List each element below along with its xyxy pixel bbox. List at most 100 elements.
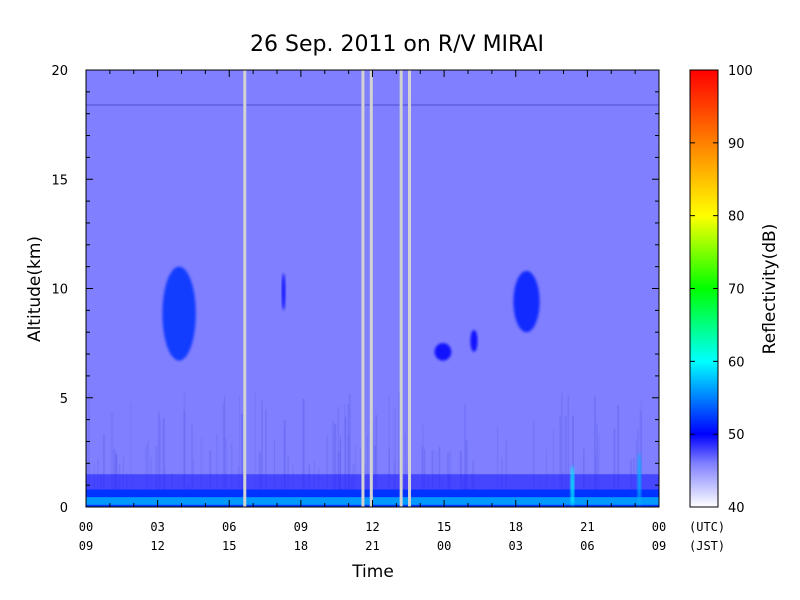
texture-streak — [183, 392, 186, 490]
x-axis: 00 09 03 12 06 15 09 18 12 21 15 00 18 03 21 06 00 09 — [79, 70, 666, 553]
colorbar-tick-label: 70 — [728, 283, 745, 298]
x-tick-label-jst: 21 — [365, 539, 379, 553]
texture-streak — [421, 446, 423, 490]
echo-feature — [281, 273, 286, 311]
x-tick-label-utc: 00 — [652, 520, 666, 534]
texture-streak — [552, 429, 555, 490]
texture-streak — [422, 424, 424, 490]
texture-streak — [388, 396, 390, 490]
x-tick-label-utc: 06 — [222, 520, 236, 534]
texture-streak — [339, 439, 342, 490]
data-gap — [408, 70, 412, 507]
texture-streak — [438, 447, 441, 490]
x-tick-label-utc: 03 — [150, 520, 164, 534]
colorbar-tick-label: 90 — [728, 137, 745, 152]
texture-streak — [423, 449, 426, 490]
x-unit-jst: (JST) — [689, 539, 725, 553]
texture-streak — [354, 446, 357, 490]
plot-area — [86, 70, 659, 507]
texture-streak — [261, 400, 263, 490]
x-axis-label: Time — [351, 562, 394, 582]
texture-streak — [564, 416, 567, 490]
texture-streak — [130, 402, 132, 490]
data-gap — [243, 70, 247, 507]
texture-streak — [464, 404, 466, 490]
texture-streak — [375, 414, 378, 490]
texture-streak — [435, 451, 437, 490]
texture-streak — [162, 418, 165, 490]
echo-feature — [570, 465, 575, 507]
echo-feature — [513, 271, 540, 333]
texture-streak — [240, 414, 244, 490]
texture-streak — [231, 442, 233, 490]
texture-streak — [393, 407, 397, 490]
texture-streak — [347, 435, 350, 490]
texture-streak — [572, 415, 574, 490]
texture-streak — [545, 449, 548, 490]
x-tick-label-jst: 15 — [222, 539, 236, 553]
x-tick-label-jst: 06 — [580, 539, 594, 553]
x-tick-label-utc: 15 — [437, 520, 451, 534]
data-gap — [369, 70, 373, 507]
texture-streak — [150, 457, 152, 490]
x-tick-label-jst: 00 — [437, 539, 451, 553]
colorbar-label: Reflectivity(dB) — [760, 224, 780, 355]
colorbar-tick-label: 80 — [728, 210, 745, 225]
x-tick-label-jst: 03 — [509, 539, 523, 553]
texture-streak — [238, 395, 240, 490]
texture-streak — [465, 440, 468, 490]
texture-streak — [265, 409, 267, 490]
texture-streak — [287, 455, 289, 490]
texture-streak — [157, 411, 161, 490]
data-gap — [399, 70, 403, 507]
texture-streak — [273, 439, 275, 490]
texture-streak — [594, 396, 596, 490]
colorbar-ticks: 40 50 60 70 80 90 100 — [690, 64, 753, 516]
colorbar-tick-label: 40 — [728, 501, 745, 516]
texture-streak — [145, 444, 148, 490]
texture-streak — [191, 424, 193, 490]
chart-title: 26 Sep. 2011 on R/V MIRAI — [250, 32, 544, 57]
texture-streak — [115, 454, 117, 490]
texture-streak — [343, 404, 346, 490]
texture-streak — [258, 451, 262, 490]
texture-streak — [532, 421, 535, 490]
texture-streak — [113, 448, 116, 490]
x-tick-label-jst: 18 — [294, 539, 308, 553]
texture-streak — [200, 437, 203, 490]
texture-streak — [501, 458, 503, 490]
texture-streak — [635, 438, 637, 490]
echo-feature — [434, 343, 452, 361]
y-tick-label: 10 — [51, 283, 68, 298]
texture-streak — [337, 407, 340, 490]
texture-streak — [348, 394, 352, 490]
texture-streak — [637, 429, 639, 490]
texture-streak — [209, 450, 212, 490]
texture-streak — [613, 428, 616, 490]
colorbar: 40 50 60 70 80 90 100 Reflectivity(dB) — [689, 64, 780, 516]
texture-streak — [122, 454, 125, 490]
texture-streak — [158, 417, 162, 490]
y-axis: 0 5 10 15 20 — [51, 64, 659, 516]
texture-streak — [223, 396, 226, 490]
texture-streak — [222, 402, 225, 490]
texture-streak — [302, 398, 305, 490]
texture-streak — [147, 440, 150, 490]
texture-streak — [333, 423, 337, 490]
x-tick-label-utc: 18 — [509, 520, 523, 534]
echo-feature — [162, 266, 196, 361]
texture-streak — [155, 445, 158, 490]
texture-streak — [102, 434, 105, 490]
y-tick-label: 20 — [51, 64, 68, 79]
texture-streak — [459, 451, 462, 490]
texture-streak — [496, 426, 499, 490]
texture-streak — [583, 448, 585, 490]
texture-streak — [633, 457, 635, 490]
colorbar-tick-label: 50 — [728, 428, 745, 443]
colorbar-tick-label: 60 — [728, 355, 745, 370]
texture-streak — [598, 433, 600, 490]
texture-streak — [183, 411, 186, 490]
echo-feature — [470, 330, 478, 352]
x-unit-utc: (UTC) — [689, 520, 725, 534]
